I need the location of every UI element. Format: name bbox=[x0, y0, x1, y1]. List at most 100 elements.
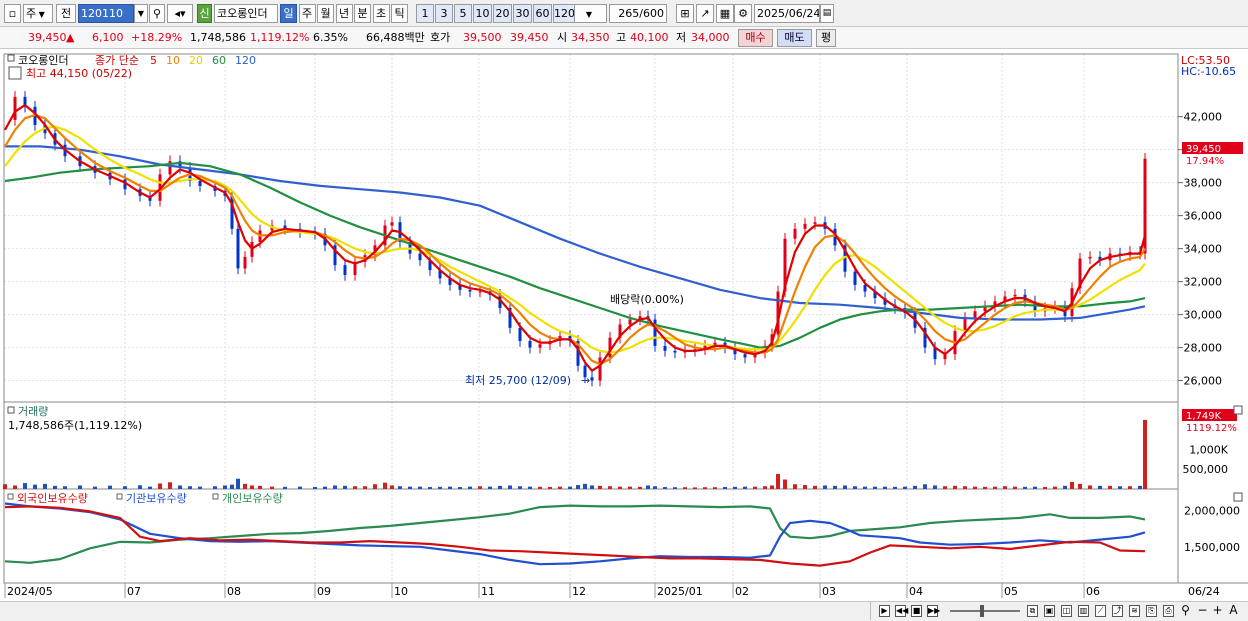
zoom-slider[interactable] bbox=[950, 610, 1020, 612]
period-tab-2[interactable]: 주 bbox=[298, 4, 316, 23]
period-tab-5[interactable]: 분 bbox=[354, 4, 371, 23]
ask-label: 호가 bbox=[430, 31, 451, 44]
x-tick-label: 04 bbox=[909, 585, 923, 598]
scroll-end-icon[interactable]: ▶▶ bbox=[927, 605, 941, 617]
period-tab-3[interactable]: 월 bbox=[317, 4, 334, 23]
candle-body bbox=[418, 253, 422, 261]
compare-icon[interactable]: ⧉ bbox=[1027, 605, 1038, 617]
buy-button[interactable]: 매수 bbox=[738, 29, 773, 47]
layout-icon[interactable]: ▣ bbox=[1044, 605, 1055, 617]
volume-bar bbox=[353, 486, 357, 489]
volume-menu-icon[interactable] bbox=[7, 406, 15, 414]
scroll-right-icon[interactable]: ▶ bbox=[879, 605, 890, 617]
zoom-icon[interactable]: ⚲ bbox=[1181, 603, 1190, 617]
interval-button-30[interactable]: 30 bbox=[513, 4, 532, 23]
stop-icon[interactable]: ■ bbox=[911, 605, 922, 617]
volume-bar bbox=[478, 486, 482, 489]
font-size-icon[interactable]: A bbox=[1229, 603, 1238, 617]
sell-button[interactable]: 매도 bbox=[777, 29, 812, 47]
candle-body bbox=[343, 265, 347, 276]
candle-body bbox=[673, 350, 677, 353]
plus-icon[interactable]: + bbox=[1212, 603, 1223, 617]
volume-bar bbox=[583, 483, 587, 489]
prev-button[interactable]: 전 bbox=[56, 4, 76, 23]
flat-button[interactable]: 평 bbox=[816, 29, 836, 47]
x-tick-label: 05 bbox=[1004, 585, 1018, 598]
volume-bar bbox=[873, 486, 877, 489]
grid-icon[interactable]: ▦ bbox=[716, 4, 734, 23]
code-dropdown-icon[interactable]: ▼ bbox=[134, 4, 148, 23]
current-price: 39,450 bbox=[28, 31, 67, 44]
interval-button-5[interactable]: 5 bbox=[454, 4, 472, 23]
scroll-start-icon[interactable]: ◀◀ bbox=[895, 605, 909, 617]
search-icon[interactable]: ⚲ bbox=[149, 4, 165, 23]
gear-icon[interactable]: ⚙ bbox=[734, 4, 752, 23]
count-field[interactable]: 265/600 bbox=[609, 4, 667, 23]
candle-body bbox=[468, 289, 472, 292]
pattern-icon[interactable]: ≋ bbox=[1129, 605, 1140, 617]
y-tick-label: 28,000 bbox=[1184, 342, 1223, 355]
candle-body bbox=[628, 319, 632, 325]
print-icon[interactable]: ⎙ bbox=[1163, 605, 1174, 617]
candle-body bbox=[1003, 296, 1007, 302]
volume-bar bbox=[158, 483, 162, 489]
date-field[interactable]: 2025/06/24 bbox=[754, 4, 820, 23]
custom-interval-select[interactable]: ▼ bbox=[571, 4, 607, 23]
interval-button-3[interactable]: 3 bbox=[435, 4, 453, 23]
x-tick-label: 11 bbox=[481, 585, 495, 598]
code-value: 120110 bbox=[81, 7, 123, 20]
interval-button-10[interactable]: 10 bbox=[473, 4, 492, 23]
holdings-close-icon[interactable] bbox=[1233, 492, 1243, 502]
credit-flag[interactable]: 신 bbox=[197, 4, 212, 23]
zoom-slider-handle[interactable] bbox=[980, 605, 984, 617]
ma-lines-layer bbox=[4, 103, 1147, 372]
y-tick-label: 38,000 bbox=[1184, 177, 1223, 190]
volume-bar bbox=[653, 486, 657, 489]
volume-bar bbox=[793, 484, 797, 489]
interval-button-20[interactable]: 20 bbox=[493, 4, 512, 23]
split-icon[interactable]: ◫ bbox=[1061, 605, 1072, 617]
export-icon[interactable]: ⎘ bbox=[1146, 605, 1157, 617]
volume-close-icon[interactable] bbox=[1233, 405, 1243, 415]
calendar-icon[interactable]: ▤ bbox=[820, 4, 834, 23]
chart-type-icon[interactable]: ⊞ bbox=[676, 4, 694, 23]
trend-icon[interactable]: ⤴ bbox=[1112, 605, 1123, 617]
volume-bar bbox=[576, 485, 580, 489]
line-chart-icon[interactable]: ⟋ bbox=[1095, 605, 1106, 617]
bar-chart-icon[interactable]: ▥ bbox=[1078, 605, 1089, 617]
candle-body bbox=[428, 260, 432, 271]
panel-menu-icon[interactable] bbox=[7, 54, 15, 62]
volume-bar bbox=[953, 485, 957, 489]
interval-button-60[interactable]: 60 bbox=[533, 4, 552, 23]
minus-icon[interactable]: − bbox=[1197, 603, 1208, 617]
volume-bar bbox=[763, 486, 767, 489]
period-tab-4[interactable]: 년 bbox=[335, 4, 353, 23]
volume-bar bbox=[3, 484, 7, 489]
interval-button-120[interactable]: 120 bbox=[553, 4, 575, 23]
code-input[interactable]: 120110 bbox=[78, 4, 134, 23]
window-icon[interactable]: ▫ bbox=[4, 4, 21, 23]
volume-bar bbox=[528, 486, 532, 489]
draw-tool-icon[interactable]: ↗ bbox=[696, 4, 714, 23]
x-tick-label: 12 bbox=[572, 585, 586, 598]
grid-toggle-icon[interactable] bbox=[8, 66, 22, 80]
period-tab-1[interactable]: 일 bbox=[280, 4, 297, 23]
stock-name-field[interactable]: 코오롱인더 bbox=[214, 4, 278, 23]
period-tab-6[interactable]: 초 bbox=[372, 4, 390, 23]
holdings-legend-marker bbox=[212, 493, 219, 500]
volume-bar bbox=[498, 485, 502, 489]
candle-body bbox=[353, 261, 357, 276]
candle-body bbox=[458, 284, 462, 290]
lc-value: LC:53.50 bbox=[1181, 54, 1230, 67]
market-select[interactable]: 주 ▼ bbox=[23, 4, 53, 23]
horizontal-scrollbar[interactable] bbox=[0, 602, 871, 620]
period-tab-7[interactable]: 틱 bbox=[391, 4, 408, 23]
chart-area[interactable]: 26,000 28,000 30,000 32,000 34,000 36,000 38,0… bbox=[0, 50, 1248, 600]
volume-bar bbox=[1143, 419, 1147, 489]
ma-legend: 5 10 20 60 120 bbox=[150, 54, 256, 67]
stock-chart[interactable]: 26,000 28,000 30,000 32,000 34,000 36,000 38,0… bbox=[0, 50, 1248, 600]
interval-button-1[interactable]: 1 bbox=[416, 4, 434, 23]
sound-icon[interactable]: ◂▾ bbox=[167, 4, 193, 23]
candle-body bbox=[230, 195, 234, 229]
stock-name: 코오롱인더 bbox=[217, 7, 268, 20]
